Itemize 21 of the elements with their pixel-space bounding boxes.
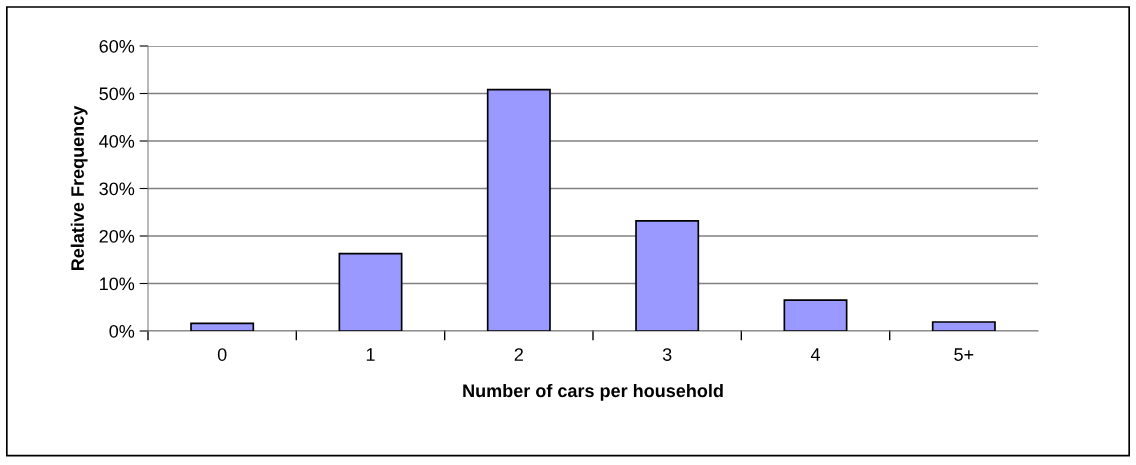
bar	[338, 252, 403, 331]
x-tick-label: 5+	[954, 348, 974, 361]
bar	[931, 321, 996, 331]
bar	[783, 299, 848, 331]
y-tick-label: 20%	[99, 229, 135, 243]
y-tick-label: 60%	[99, 39, 135, 53]
y-tick-label: 10%	[100, 277, 135, 291]
x-axis-title: Number of cars per household	[463, 383, 723, 401]
x-tick-label: 4	[810, 348, 820, 361]
y-tick-label: 40%	[99, 134, 135, 148]
x-tick-label: 0	[217, 348, 227, 361]
bar	[635, 219, 700, 331]
x-tick-label: 3	[662, 348, 672, 361]
y-tick-label: 50%	[99, 87, 135, 101]
y-tick-label: 30%	[99, 182, 135, 196]
bar	[486, 88, 551, 331]
x-tick-label: 2	[514, 348, 523, 361]
bar	[190, 322, 255, 331]
y-axis-title: Relative Frequency	[70, 105, 88, 271]
x-tick-label: 1	[366, 348, 375, 361]
y-tick-label: 0%	[109, 324, 135, 338]
